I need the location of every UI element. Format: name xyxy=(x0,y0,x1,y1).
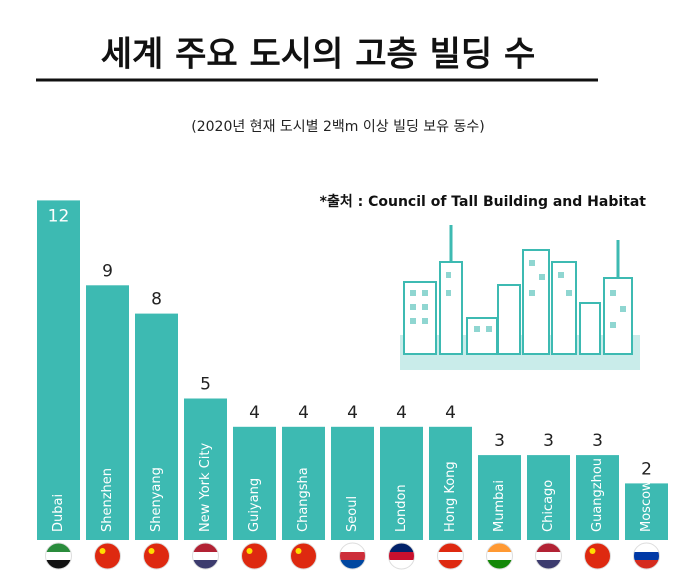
flag-icon xyxy=(535,542,562,570)
category-label: Guiyang xyxy=(247,478,262,532)
building xyxy=(403,281,437,355)
flag-band xyxy=(388,560,415,569)
flag-band xyxy=(45,560,72,569)
flag-icon xyxy=(192,542,219,570)
flag-icon xyxy=(143,542,170,570)
category-label: Seoul xyxy=(345,496,360,532)
value-label: 4 xyxy=(298,403,309,423)
bar xyxy=(184,398,227,540)
category-label: Changsha xyxy=(296,467,311,532)
flag-outline xyxy=(143,542,170,570)
flag-outline xyxy=(45,542,72,570)
value-label: 2 xyxy=(641,459,652,479)
building xyxy=(466,317,498,355)
bar xyxy=(429,426,472,540)
flag-outline xyxy=(535,542,562,570)
flag-outline xyxy=(584,542,611,570)
bar xyxy=(233,426,276,540)
value-label: 4 xyxy=(396,403,407,423)
chart-title: 세계 주요 도시의 고층 빌딩 수 xyxy=(101,35,536,75)
category-label: London xyxy=(394,484,409,532)
flag-icon xyxy=(437,542,464,570)
flag-icon xyxy=(339,542,366,570)
building xyxy=(579,302,601,355)
flag-band xyxy=(192,560,219,569)
flag-band xyxy=(339,560,366,569)
value-label: 4 xyxy=(249,403,260,423)
flag-icon xyxy=(633,542,660,570)
bar xyxy=(331,426,374,540)
flag-icon xyxy=(486,542,513,570)
value-label: 3 xyxy=(494,431,505,451)
flag-icon xyxy=(388,542,415,570)
flag-outline xyxy=(486,542,513,570)
bar xyxy=(380,426,423,540)
value-label: 5 xyxy=(200,375,211,395)
flag-band xyxy=(339,552,366,560)
flag-outline xyxy=(192,542,219,570)
value-label: 4 xyxy=(347,403,358,423)
subtitle: (2020년 현재 도시별 2백m 이상 빌딩 보유 동수) xyxy=(191,119,484,135)
bar xyxy=(135,313,178,540)
flag-band xyxy=(486,552,513,560)
bar xyxy=(86,285,129,540)
category-label: Guangzhou xyxy=(590,458,605,532)
flag-outline xyxy=(388,542,415,570)
flag-outline xyxy=(290,542,317,570)
bar xyxy=(478,455,521,540)
flag-star xyxy=(99,548,106,554)
flag-icon xyxy=(290,542,317,570)
flag-band xyxy=(633,560,660,569)
bar xyxy=(527,455,570,540)
flag-star xyxy=(148,548,155,554)
building xyxy=(522,249,550,355)
flag-outline xyxy=(437,542,464,570)
category-label: New York City xyxy=(198,443,213,532)
flag-icon xyxy=(94,542,121,570)
flag-outline xyxy=(241,542,268,570)
flag-band xyxy=(633,552,660,560)
category-label: Dubai xyxy=(51,494,66,532)
category-label: Shenyang xyxy=(149,467,164,532)
value-label: 12 xyxy=(48,206,70,226)
flag-band xyxy=(535,552,562,560)
flag-outline xyxy=(94,542,121,570)
bar xyxy=(576,455,619,540)
category-label: Mumbai xyxy=(492,480,507,532)
source: *출처 : Council of Tall Building and Habit… xyxy=(320,193,647,210)
value-label: 3 xyxy=(592,431,603,451)
bar xyxy=(282,426,325,540)
flag-icon xyxy=(584,542,611,570)
category-label: Hong Kong xyxy=(443,461,458,532)
flag-outline xyxy=(633,542,660,570)
category-label: Chicago xyxy=(541,480,556,532)
flag-star xyxy=(589,548,596,554)
bar xyxy=(625,483,668,540)
flag-band xyxy=(535,560,562,569)
value-label: 9 xyxy=(102,261,113,281)
value-label: 4 xyxy=(445,403,456,423)
category-label: Moscow xyxy=(639,480,654,532)
building xyxy=(603,277,633,355)
flag-band xyxy=(192,552,219,560)
flag-band xyxy=(437,552,464,560)
flag-band xyxy=(486,560,513,569)
flag-star xyxy=(295,548,302,554)
value-label: 3 xyxy=(543,431,554,451)
flag-icon xyxy=(241,542,268,570)
flag-band xyxy=(45,552,72,560)
flag-outline xyxy=(339,542,366,570)
flag-band xyxy=(388,552,415,560)
flag-icon xyxy=(45,542,72,570)
bar xyxy=(37,200,80,540)
building-illustration xyxy=(400,225,640,370)
category-label: Shenzhen xyxy=(100,468,115,532)
flag-star xyxy=(246,548,253,554)
building xyxy=(497,284,521,355)
value-label: 8 xyxy=(151,290,162,310)
